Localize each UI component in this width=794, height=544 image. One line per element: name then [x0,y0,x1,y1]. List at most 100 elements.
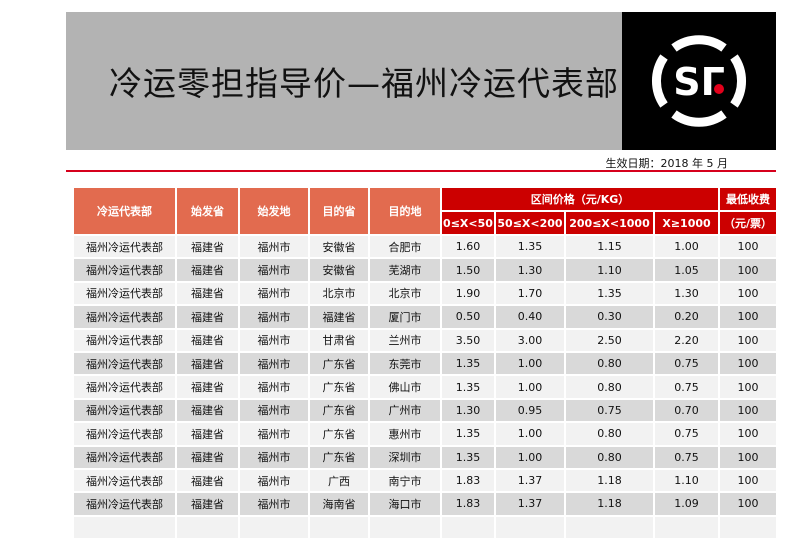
table-cell: 福建省 [175,397,240,424]
table-cell: 0.80 [564,444,655,470]
table-row: 福州冷运代表部 福建省 福州市 北京市 北京市 1.90 1.70 1.35 1.30 100 [72,280,779,307]
table-cell: 1.30 [440,397,496,424]
table-cell: 广东省 [308,444,370,470]
table-cell: 东莞市 [368,350,442,377]
table-cell: 1.05 [652,257,721,283]
table-cell [494,514,566,541]
header-dest-province: 目的省 [308,186,370,236]
table-cell: 福州冷运代表部 [72,280,177,307]
table-cell: 0.80 [564,421,655,447]
table-cell: 1.09 [652,491,721,517]
table-cell: 福建省 [175,374,240,400]
table-cell: 1.00 [494,350,566,377]
header-dest-city: 目的地 [368,186,442,236]
table-cell: 1.18 [564,467,655,494]
table-cell: 1.50 [440,257,496,283]
table-cell: 福州市 [238,467,310,494]
table-cell: 福建省 [175,444,240,470]
table-cell: 1.83 [440,491,496,517]
table-cell: 福州市 [238,350,310,377]
table-cell: 0.75 [652,350,721,377]
table-cell [564,514,655,541]
table-cell: 1.10 [564,257,655,283]
table-row: 福州冷运代表部 福建省 福州市 海南省 海口市 1.83 1.37 1.18 1.09 100 [72,491,779,517]
table-row-partial [72,514,779,541]
table-row: 福州冷运代表部 福建省 福州市 安徽省 合肥市 1.60 1.35 1.15 1.00 100 [72,233,779,260]
header-origin-city: 始发地 [238,186,310,236]
table-cell: 广东省 [308,421,370,447]
table-cell: 100 [718,374,779,400]
table-cell: 佛山市 [368,374,442,400]
table-row: 福州冷运代表部 福建省 福州市 广东省 惠州市 1.35 1.00 0.80 0.75 100 [72,421,779,447]
table-cell: 1.37 [494,491,566,517]
table-cell: 0.80 [564,350,655,377]
table-row: 福州冷运代表部 福建省 福州市 福建省 厦门市 0.50 0.40 0.30 0.20 100 [72,304,779,330]
table-cell: 100 [718,280,779,307]
table-cell: 福州市 [238,444,310,470]
table-cell: 1.00 [652,233,721,260]
table-cell: 广东省 [308,397,370,424]
table-cell: 南宁市 [368,467,442,494]
table-cell: 1.10 [652,467,721,494]
table-cell: 1.00 [494,444,566,470]
table-cell: 北京市 [368,280,442,307]
table-cell: 福州冷运代表部 [72,374,177,400]
table-cell: 0.80 [564,374,655,400]
table-cell: 0.75 [652,444,721,470]
table-cell: 福州冷运代表部 [72,444,177,470]
table-row: 福州冷运代表部 福建省 福州市 安徽省 芜湖市 1.50 1.30 1.10 1.05 100 [72,257,779,283]
table-cell: 福州市 [238,327,310,353]
table-cell: 安徽省 [308,257,370,283]
table-cell: 广州市 [368,397,442,424]
title-banner: 冷运零担指导价—福州冷运代表部 [66,12,622,150]
table-cell: 1.00 [494,374,566,400]
table-cell: 1.15 [564,233,655,260]
table-cell: 0.20 [652,304,721,330]
table-cell [238,514,310,541]
table-cell: 福州冷运代表部 [72,421,177,447]
table-cell: 0.75 [652,374,721,400]
table-cell: 1.70 [494,280,566,307]
table-cell [440,514,496,541]
table-cell: 广东省 [308,374,370,400]
table-cell: 1.83 [440,467,496,494]
page-title: 冷运零担指导价—福州冷运代表部 [109,64,619,103]
table-cell: 1.60 [440,233,496,260]
table-cell: 1.18 [564,491,655,517]
table-cell [718,514,779,541]
table-cell: 合肥市 [368,233,442,260]
table-cell: 1.00 [494,421,566,447]
table-cell: 福建省 [175,350,240,377]
table-cell: 广西 [308,467,370,494]
divider [66,170,776,172]
table-cell: 0.40 [494,304,566,330]
table-cell: 深圳市 [368,444,442,470]
table-cell: 惠州市 [368,421,442,447]
table-cell: 100 [718,397,779,424]
table-cell: 芜湖市 [368,257,442,283]
table-cell: 1.35 [440,374,496,400]
table-cell: 100 [718,327,779,353]
table-cell: 2.50 [564,327,655,353]
table-cell: 海口市 [368,491,442,517]
table-cell: 0.70 [652,397,721,424]
table-cell: 1.35 [440,444,496,470]
table-cell: 1.35 [440,421,496,447]
table-cell: 福州冷运代表部 [72,491,177,517]
table-cell: 福州市 [238,374,310,400]
table-cell: 100 [718,304,779,330]
header-min-fee-unit: （元/票） [718,210,779,236]
header-price-group: 区间价格（元/KG） [439,186,721,212]
table-cell: 3.00 [494,327,566,353]
table-cell: 福州市 [238,257,310,283]
table-cell: 0.30 [564,304,655,330]
table-cell: 100 [718,491,779,517]
table-cell: 福州冷运代表部 [72,257,177,283]
table-cell: 福州冷运代表部 [72,350,177,377]
table-cell [175,514,240,541]
table-cell: 福州市 [238,233,310,260]
table-cell: 福州市 [238,280,310,307]
table-cell: 福建省 [175,233,240,260]
table-cell: 100 [718,257,779,283]
table-row: 福州冷运代表部 福建省 福州市 甘肃省 兰州市 3.50 3.00 2.50 2.20 100 [72,327,779,353]
